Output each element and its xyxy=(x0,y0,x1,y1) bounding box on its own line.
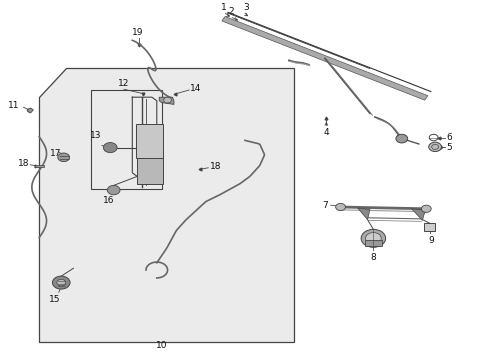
Polygon shape xyxy=(27,108,33,113)
Text: 9: 9 xyxy=(428,236,434,245)
Circle shape xyxy=(107,185,120,195)
Circle shape xyxy=(164,97,171,103)
Text: 11: 11 xyxy=(8,101,20,110)
Circle shape xyxy=(58,153,70,162)
Circle shape xyxy=(396,134,408,143)
Bar xyxy=(91,90,162,189)
Text: 15: 15 xyxy=(49,295,61,304)
Text: 13: 13 xyxy=(90,131,102,140)
Text: 19: 19 xyxy=(132,28,144,37)
Text: 4: 4 xyxy=(323,128,329,137)
Polygon shape xyxy=(159,97,174,104)
Polygon shape xyxy=(35,165,44,167)
Text: 14: 14 xyxy=(190,85,201,94)
Polygon shape xyxy=(358,208,370,220)
Text: 16: 16 xyxy=(103,196,115,205)
Circle shape xyxy=(361,229,386,247)
Circle shape xyxy=(421,205,431,212)
Text: 7: 7 xyxy=(322,201,328,210)
Circle shape xyxy=(57,279,66,286)
Circle shape xyxy=(429,142,441,152)
Polygon shape xyxy=(412,209,425,220)
Circle shape xyxy=(336,203,345,211)
Bar xyxy=(136,124,163,158)
Bar xyxy=(137,158,163,184)
Text: 2: 2 xyxy=(228,7,234,16)
Text: 8: 8 xyxy=(370,253,376,262)
Circle shape xyxy=(103,143,117,153)
Text: 3: 3 xyxy=(244,3,249,12)
Text: 12: 12 xyxy=(118,79,130,88)
Text: 5: 5 xyxy=(446,143,452,152)
Text: 1: 1 xyxy=(221,3,227,12)
Circle shape xyxy=(52,276,70,289)
Polygon shape xyxy=(39,68,294,342)
Bar xyxy=(424,223,435,231)
Text: 18: 18 xyxy=(18,158,29,167)
Text: 10: 10 xyxy=(156,341,168,350)
Text: 17: 17 xyxy=(49,149,61,158)
Bar xyxy=(365,240,382,246)
Text: 18: 18 xyxy=(210,162,221,171)
Text: 6: 6 xyxy=(446,133,452,142)
Polygon shape xyxy=(222,17,428,100)
Circle shape xyxy=(366,233,381,244)
